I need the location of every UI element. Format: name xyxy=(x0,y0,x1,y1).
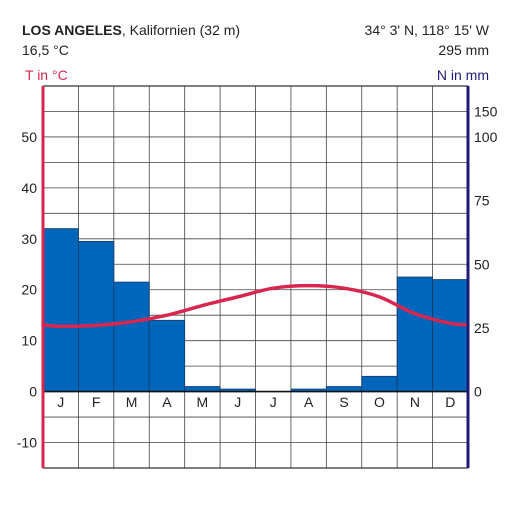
precip-bar xyxy=(148,319,186,392)
month-label: O xyxy=(374,394,385,410)
mean-temperature: 16,5 °C xyxy=(22,42,69,58)
precip-bar xyxy=(432,279,469,392)
precip-bar xyxy=(361,375,398,393)
month-label: J xyxy=(270,394,277,410)
month-label: A xyxy=(162,394,172,410)
temperature-axis-label: T in °C xyxy=(25,67,68,83)
temperature-line xyxy=(41,283,470,329)
month-label: N xyxy=(410,394,420,410)
precip-tick-label: 75 xyxy=(474,193,490,209)
month-label: M xyxy=(126,394,138,410)
month-label: S xyxy=(339,394,348,410)
month-label: D xyxy=(445,394,455,410)
precipitation-axis-label: N in mm xyxy=(436,67,489,83)
precip-bar xyxy=(396,276,433,392)
station-name: LOS ANGELES xyxy=(22,22,122,38)
temp-tick-label: 50 xyxy=(21,129,37,145)
temp-tick-label: 0 xyxy=(29,384,37,400)
precip-bar xyxy=(42,228,79,392)
precip-tick-label: 50 xyxy=(474,256,490,272)
precip-tick-label: 25 xyxy=(474,320,490,336)
station-title: LOS ANGELES, Kalifornien (32 m) xyxy=(22,22,240,38)
precip-tick-label: 100 xyxy=(474,129,498,145)
month-label: A xyxy=(304,394,314,410)
precip-bar xyxy=(78,240,115,392)
temp-tick-label: 20 xyxy=(21,282,37,298)
month-label: J xyxy=(57,394,64,410)
precip-bar xyxy=(113,281,150,392)
annual-precipitation: 295 mm xyxy=(438,42,489,58)
coordinates: 34° 3' N, 118° 15' W xyxy=(364,22,489,38)
month-label: J xyxy=(234,394,241,410)
temp-tick-label: 40 xyxy=(21,180,37,196)
precip-tick-label: 0 xyxy=(474,384,482,400)
month-label: M xyxy=(197,394,209,410)
temp-tick-label: 10 xyxy=(21,333,37,349)
temp-tick-label: 30 xyxy=(21,231,37,247)
precip-tick-label: 150 xyxy=(474,103,498,119)
month-label: F xyxy=(92,394,101,410)
temp-tick-label: -10 xyxy=(17,435,37,451)
station-region: , Kalifornien (32 m) xyxy=(121,22,241,38)
